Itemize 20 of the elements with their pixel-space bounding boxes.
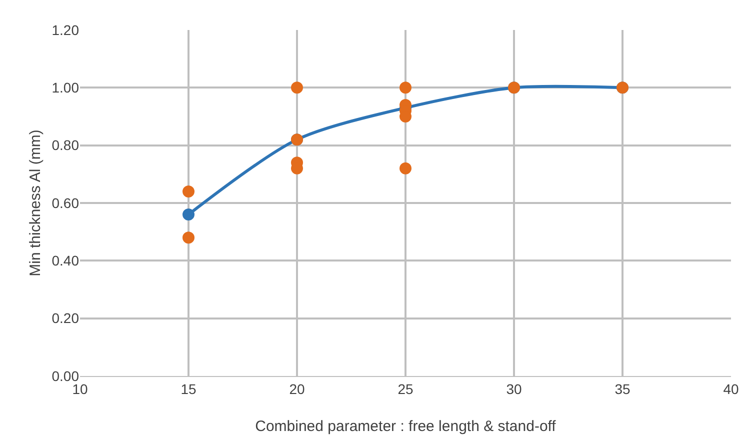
x-tick-label: 35 [614,380,630,397]
y-tick-label: 1.00 [52,80,80,96]
y-axis-title: Min thickness Al (mm) [27,130,44,276]
y-tick-label: 0.80 [52,137,80,154]
point [291,82,303,94]
point [182,232,194,244]
point [182,185,194,198]
y-tick-label: 0.60 [52,194,80,211]
point [400,82,412,94]
x-tick-label: 25 [398,380,414,397]
x-tick-label: 30 [506,380,522,397]
point [400,162,412,174]
x-axis-title: Combined parameter : free length & stand-off [255,418,557,435]
x-tick-label: 15 [180,380,196,397]
y-tick-label: 0.20 [52,310,80,326]
point [182,208,194,221]
x-tick-label: 40 [723,380,739,397]
y-tick-label: 0.40 [52,252,80,269]
y-tick-label: 1.20 [52,22,80,38]
x-tick-label: 20 [289,380,305,397]
